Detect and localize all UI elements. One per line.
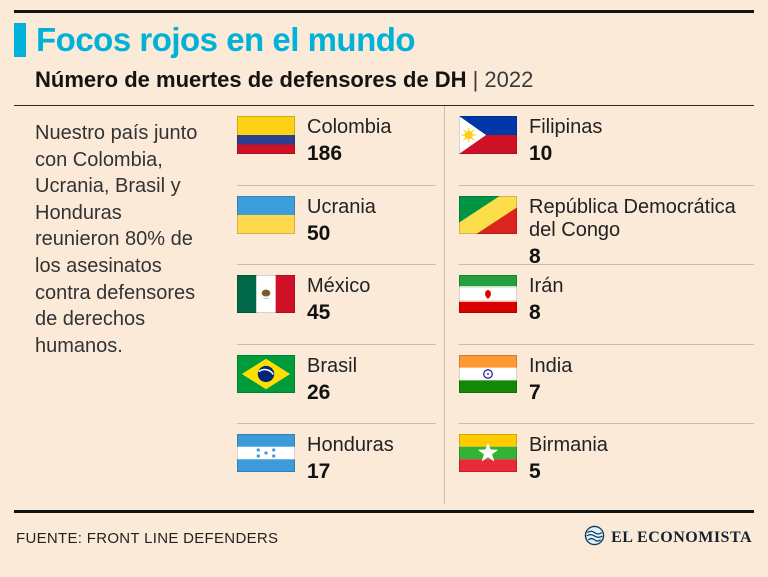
country-name: India (529, 354, 573, 377)
top-rule (14, 10, 754, 13)
country-name: República Democrática del Congo (529, 195, 736, 241)
country-row-text: India 7 (529, 355, 572, 405)
country-row-text: Irán 8 (529, 275, 563, 325)
country-row-text: Filipinas 10 (529, 116, 602, 166)
brand: EL ECONOMISTA (584, 525, 752, 551)
flag-iran-icon (459, 275, 517, 314)
country-name: Colombia (307, 116, 392, 138)
deaths-value: 8 (529, 244, 541, 268)
country-column-right: Filipinas 10 República Democrática del Con… (444, 106, 754, 504)
deaths-value: 8 (529, 301, 541, 325)
country-row-text: Birmania 5 (529, 434, 608, 484)
brand-name: EL ECONOMISTA (611, 529, 752, 546)
flag-colombia-icon (237, 116, 295, 154)
deaths-value: 26 (307, 380, 331, 404)
country-row-honduras: Honduras 17 (237, 424, 436, 504)
subtitle-row: Número de muertes de defensores de DH | 2… (35, 67, 754, 93)
country-row-text: Colombia 186 (307, 116, 391, 166)
deaths-value: 186 (307, 142, 343, 165)
page-title: Focos rojos en el mundo (36, 21, 416, 58)
country-row-text: República Democrática del Congo 8 (529, 196, 754, 269)
deaths-value: 50 (307, 221, 331, 245)
title-accent-bar (14, 23, 26, 57)
flag-philippines-icon (459, 116, 517, 154)
country-row-congo: República Democrática del Congo 8 (459, 186, 754, 269)
flag-mexico-icon (237, 275, 295, 314)
intro-text: Nuestro país junto con Colombia, Ucrania… (35, 122, 198, 357)
country-name: México (307, 275, 371, 298)
source-credit: FUENTE: FRONT LINE DEFENDERS (16, 529, 279, 547)
country-row-india: India 7 (459, 345, 754, 425)
flag-ukraine-icon (237, 195, 295, 234)
country-row-iran: Irán 8 (459, 265, 754, 345)
country-row-colombia: Colombia 186 (237, 106, 436, 186)
footer: FUENTE: FRONT LINE DEFENDERS EL ECONOMIS… (14, 513, 754, 551)
title-row: Focos rojos en el mundo (14, 21, 754, 59)
country-name: Ucrania (307, 195, 376, 218)
content-area: Nuestro país junto con Colombia, Ucrania… (14, 106, 754, 504)
country-row-mexico: México 45 (237, 265, 436, 345)
el-economista-logo-icon (584, 525, 605, 551)
country-row-text: Honduras 17 (307, 434, 394, 484)
bottom-rule (14, 510, 754, 513)
country-row-ukraine: Ucrania 50 (237, 186, 436, 266)
deaths-value: 5 (529, 460, 541, 484)
deaths-value: 17 (307, 460, 331, 484)
country-row-text: Ucrania 50 (307, 196, 376, 246)
header-rule (14, 105, 754, 106)
flag-honduras-icon (237, 434, 295, 473)
country-row-text: Brasil 26 (307, 355, 357, 405)
subtitle-year: | 2022 (472, 67, 534, 92)
country-row-philippines: Filipinas 10 (459, 106, 754, 186)
country-name: Brasil (307, 354, 358, 377)
country-column-left: Colombia 186 Ucrania 50 México 45 Brasil 26 Hond… (219, 106, 444, 504)
country-name: Irán (529, 275, 564, 298)
flag-brazil-icon (237, 354, 295, 393)
country-name: Filipinas (529, 116, 603, 138)
country-row-text: México 45 (307, 275, 370, 325)
flag-india-icon (459, 354, 517, 393)
deaths-value: 45 (307, 301, 331, 325)
country-row-brazil: Brasil 26 (237, 345, 436, 425)
flag-congo-icon (459, 195, 517, 234)
deaths-value: 7 (529, 380, 541, 404)
deaths-value: 10 (529, 142, 553, 165)
page-subtitle: Número de muertes de defensores de DH (35, 67, 467, 92)
flag-myanmar-icon (459, 434, 517, 473)
country-name: Honduras (307, 434, 394, 457)
country-row-myanmar: Birmania 5 (459, 424, 754, 504)
country-name: Birmania (529, 434, 608, 457)
country-grid: Colombia 186 Ucrania 50 México 45 Brasil 26 Hond… (219, 106, 754, 504)
